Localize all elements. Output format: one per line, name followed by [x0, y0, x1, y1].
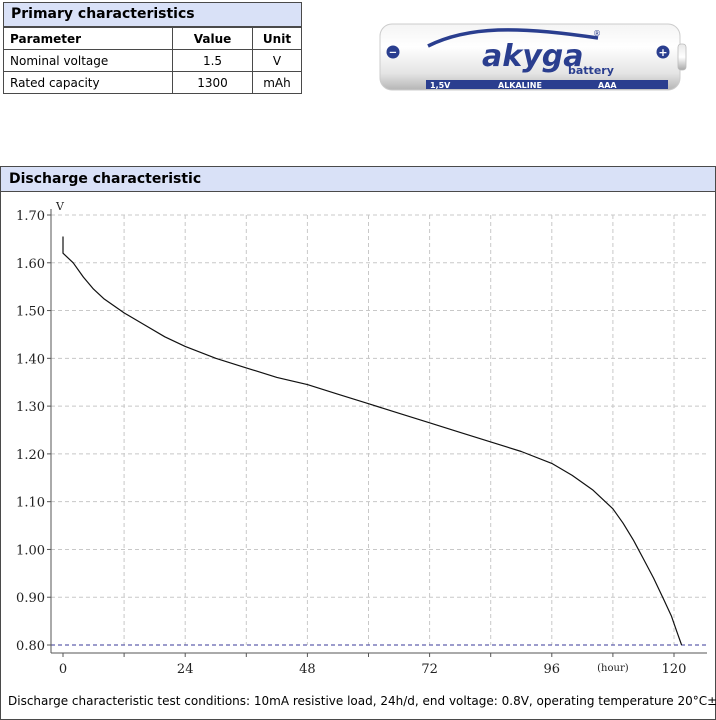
unit-nominal-voltage: V — [252, 49, 302, 72]
plus-sign: + — [658, 46, 667, 59]
header-unit: Unit — [252, 27, 302, 50]
x-tick-label: 72 — [421, 662, 438, 677]
x-tick-label: 0 — [59, 662, 67, 677]
minus-sign: − — [389, 48, 397, 59]
header-value: Value — [172, 27, 253, 50]
minus-terminal-icon — [386, 45, 400, 59]
y-tick-label: 1.30 — [16, 400, 45, 415]
x-tick-label: 24 — [177, 662, 194, 677]
primary-characteristics-table: Primary characteristics Parameter Value … — [3, 2, 302, 94]
x-tick-label: 120 — [662, 662, 687, 677]
y-tick-label: 1.10 — [16, 496, 45, 511]
y-tick-label: 1.40 — [16, 352, 45, 367]
value-nominal-voltage: 1.5 — [172, 49, 253, 72]
y-tick-label: 0.90 — [16, 591, 45, 606]
y-tick-label: 1.70 — [16, 209, 45, 224]
spec-table: Parameter Value Unit Nominal voltage 1.5… — [3, 27, 302, 94]
test-conditions: Discharge characteristic test conditions… — [8, 694, 716, 708]
y-tick-label: 1.00 — [16, 543, 45, 558]
y-tick-label: 1.60 — [16, 257, 45, 272]
plus-terminal-icon — [656, 45, 670, 59]
brand-logo: akyga — [482, 39, 583, 74]
battery-chemistry: ALKALINE — [498, 81, 542, 90]
battery-voltage: 1,5V — [430, 81, 451, 90]
x-tick-label: 96 — [544, 662, 561, 677]
y-tick-label: 0.80 — [16, 639, 45, 654]
value-rated-capacity: 1300 — [172, 71, 253, 94]
x-axis-label: (hour) — [597, 663, 629, 674]
y-tick-label: 1.50 — [16, 305, 45, 320]
header-parameter: Parameter — [3, 27, 173, 50]
y-axis-label: V — [55, 200, 65, 213]
table-row: Nominal voltage 1.5 V — [3, 49, 302, 72]
brand-sub: battery — [568, 64, 614, 77]
x-tick-label: 48 — [299, 662, 316, 677]
discharge-curve — [62, 236, 683, 646]
param-nominal-voltage: Nominal voltage — [3, 49, 173, 72]
unit-rated-capacity: mAh — [252, 71, 302, 94]
param-rated-capacity: Rated capacity — [3, 71, 173, 94]
discharge-chart: 0.80 0.90 1.00 1.10 1.20 1.30 1.40 1.50 1.60 1.70… — [16, 200, 707, 677]
discharge-panel: Discharge characteristic 0.80 0.90 1.00 1.1… — [0, 166, 716, 720]
battery-size: AAA — [598, 81, 617, 90]
registered-mark: ® — [593, 29, 601, 38]
battery-image: − + akyga ® battery 1,5V ALKALINE AAA — [379, 23, 687, 91]
spec-header-row: Parameter Value Unit — [3, 27, 302, 50]
primary-characteristics-title: Primary characteristics — [3, 2, 302, 27]
discharge-title: Discharge characteristic — [1, 167, 715, 192]
y-tick-label: 1.20 — [16, 448, 45, 463]
table-row: Rated capacity 1300 mAh — [3, 71, 302, 94]
